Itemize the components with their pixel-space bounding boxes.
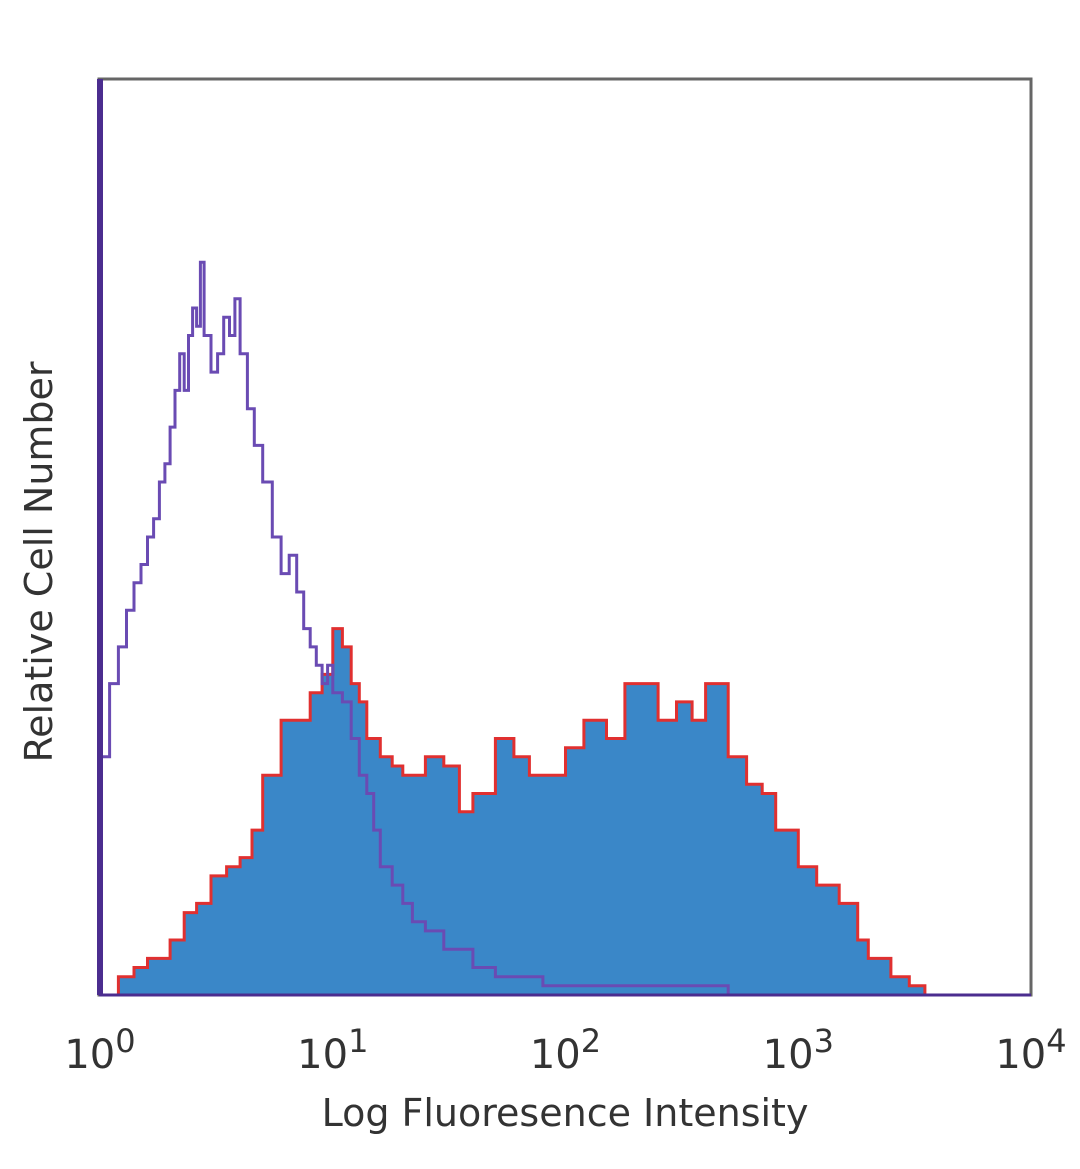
histogram-filled-series (100, 627, 1031, 997)
x-tick-label: 100 (64, 1022, 135, 1078)
x-tick-label: 104 (995, 1022, 1066, 1078)
x-axis-title: Log Fluoresence Intensity (322, 1091, 809, 1135)
x-tick-label: 102 (530, 1022, 601, 1078)
series-layer (98, 260, 1031, 997)
histogram-outline-series (98, 260, 1031, 997)
x-tick-labels: 100 101 102 103 104 (64, 1022, 1066, 1078)
x-tick-label: 103 (763, 1022, 834, 1078)
y-axis-title: Relative Cell Number (17, 361, 61, 762)
x-tick-label: 101 (297, 1022, 368, 1078)
